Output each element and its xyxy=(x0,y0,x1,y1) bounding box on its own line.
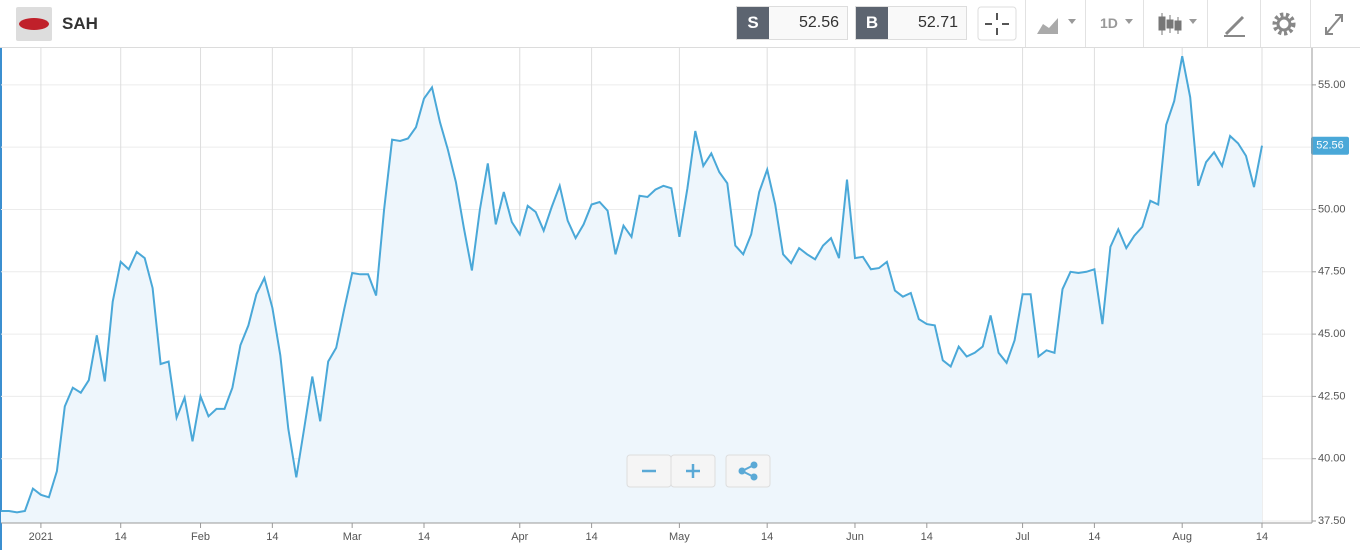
crosshair-icon[interactable] xyxy=(977,6,1017,41)
last-price-label: 52.56 xyxy=(1316,140,1344,152)
separator xyxy=(1085,0,1086,47)
x-tick-label: 14 xyxy=(418,531,430,543)
x-tick-label: Aug xyxy=(1172,531,1192,543)
x-tick-label: Jun xyxy=(846,531,864,543)
x-tick-label: Jul xyxy=(1016,531,1030,543)
toolbar-icons xyxy=(977,6,1343,41)
x-tick-label: 2021 xyxy=(29,531,53,543)
expand-icon[interactable] xyxy=(1325,14,1343,35)
separator xyxy=(1025,0,1026,47)
x-tick-label: Feb xyxy=(191,531,210,543)
x-tick-label: 14 xyxy=(115,531,127,543)
buy-price: 52.71 xyxy=(917,14,958,31)
separator xyxy=(1207,0,1208,47)
share-button[interactable] xyxy=(725,454,771,488)
area-fill xyxy=(1,56,1262,523)
candles-icon[interactable] xyxy=(1158,13,1197,35)
separator xyxy=(1310,0,1311,47)
x-tick-label: Mar xyxy=(343,531,362,543)
logo xyxy=(16,7,52,41)
symbol: SAH xyxy=(62,14,98,33)
separator xyxy=(1260,0,1261,47)
separator xyxy=(1143,0,1144,47)
window-edge xyxy=(0,0,2,550)
sell-tag: S xyxy=(737,7,769,39)
sell-price: 52.56 xyxy=(798,14,839,31)
y-tick-label: 40.00 xyxy=(1318,453,1346,465)
x-tick-label: 14 xyxy=(921,531,933,543)
buy-tag: B xyxy=(856,7,888,39)
draw-icon[interactable] xyxy=(1224,15,1245,37)
y-tick-label: 47.50 xyxy=(1318,266,1346,278)
price-line xyxy=(1,56,1263,514)
x-tick-label: May xyxy=(669,531,690,543)
y-tick-label: 37.50 xyxy=(1318,515,1346,527)
sell-button[interactable]: S 52.56 xyxy=(736,6,848,40)
settings-icon[interactable] xyxy=(1272,12,1296,36)
toolbar: SAH S 52.56 B 52.71 1D xyxy=(0,0,1360,48)
x-tick-label: 14 xyxy=(1088,531,1100,543)
timeframe-dropdown[interactable]: 1D xyxy=(1100,15,1118,31)
zoom-in-button[interactable] xyxy=(670,454,716,488)
chart: 37.5040.0042.5045.0047.5050.0052.5055.00… xyxy=(1,48,1349,543)
x-tick-label: Apr xyxy=(511,531,528,543)
x-tick-label: 14 xyxy=(1256,531,1268,543)
zoom-out-button[interactable] xyxy=(626,454,672,488)
zoom-controls xyxy=(626,454,771,488)
x-tick-label: 14 xyxy=(585,531,597,543)
buy-button[interactable]: B 52.71 xyxy=(855,6,967,40)
y-tick-label: 55.00 xyxy=(1318,79,1346,91)
y-tick-label: 45.00 xyxy=(1318,328,1346,340)
y-tick-label: 50.00 xyxy=(1318,203,1346,215)
x-tick-label: 14 xyxy=(761,531,773,543)
x-tick-label: 14 xyxy=(266,531,278,543)
last-price-badge xyxy=(1311,136,1349,155)
y-tick-label: 42.50 xyxy=(1318,390,1346,402)
